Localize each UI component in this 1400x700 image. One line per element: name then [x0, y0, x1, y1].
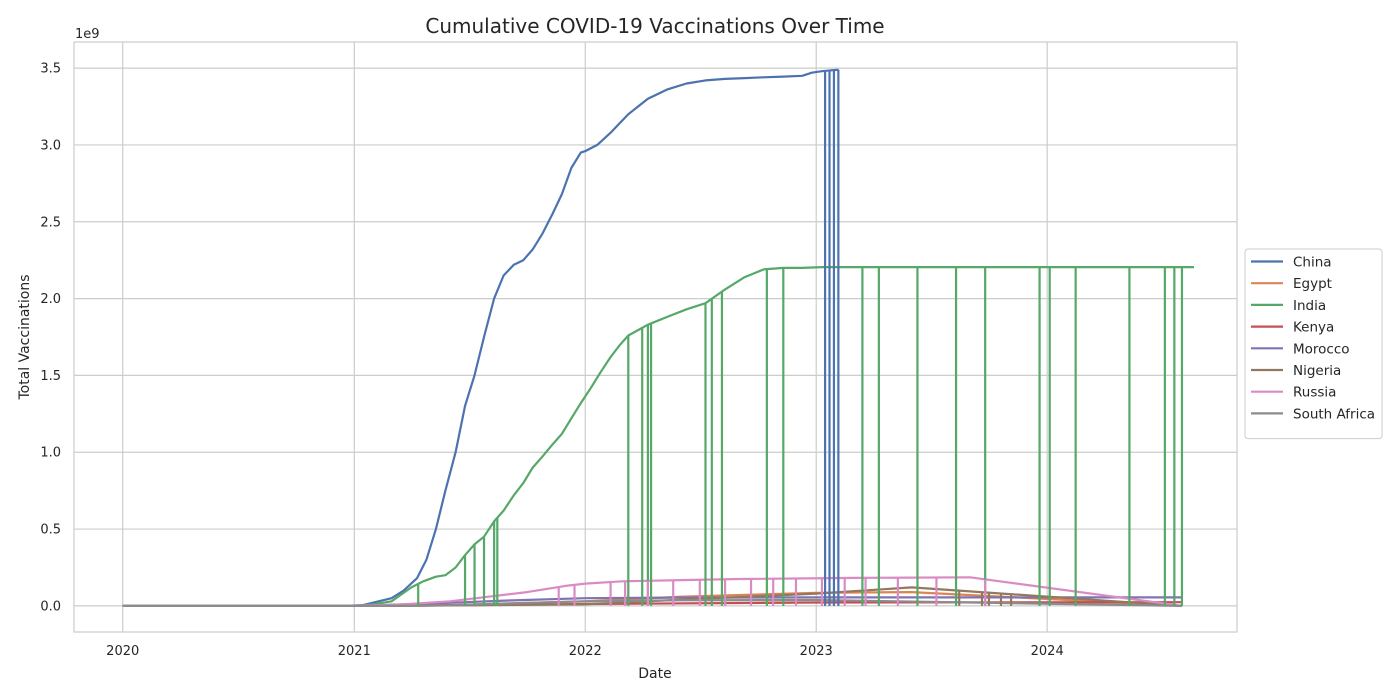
grid: [74, 42, 1237, 632]
y-tick-label: 3.5: [40, 62, 61, 77]
x-axis-label: Date: [638, 666, 671, 682]
series-lines: [122, 68, 1194, 608]
legend-label: Morocco: [1293, 341, 1350, 357]
y-tick-label: 3.0: [40, 138, 61, 153]
legend-label: India: [1293, 298, 1326, 314]
y-tick-label: 0.5: [40, 523, 61, 538]
legend-label: Egypt: [1293, 276, 1332, 292]
x-tick-label: 2024: [1031, 644, 1064, 659]
legend-label: Kenya: [1293, 320, 1334, 336]
y-tick-label: 0.0: [40, 599, 61, 614]
legend-label: Russia: [1293, 385, 1336, 401]
series-line-india: [122, 266, 1194, 608]
x-tick-label: 2023: [800, 644, 833, 659]
y-scale-label: 1e9: [75, 27, 100, 42]
series-line-russia: [122, 576, 1183, 608]
x-tick-label: 2020: [106, 644, 139, 659]
y-axis-label: Total Vaccinations: [17, 274, 33, 400]
x-tick-label: 2021: [338, 644, 371, 659]
y-axis-ticks: 0.0 0.5 1.0 1.5 2.0 2.5 3.0 3.5: [40, 62, 61, 615]
y-tick-label: 1.5: [40, 369, 61, 384]
y-tick-label: 2.5: [40, 215, 61, 230]
plot-frame: [73, 41, 1238, 633]
y-tick-label: 2.0: [40, 292, 61, 307]
chart-title: Cumulative COVID-19 Vaccinations Over Ti…: [425, 14, 884, 38]
legend-label: China: [1293, 255, 1332, 271]
x-tick-label: 2022: [569, 644, 602, 659]
legend-label: Nigeria: [1293, 363, 1341, 379]
legend: China Egypt India Kenya Morocco Nigeria Russia…: [1244, 248, 1383, 440]
y-tick-label: 1.0: [40, 446, 61, 461]
legend-label: South Africa: [1293, 406, 1375, 422]
series-line-china: [122, 68, 839, 608]
x-axis-ticks: 2020 2021 2022 2023 2024: [106, 644, 1064, 659]
series-line-south-africa: [122, 598, 1183, 608]
